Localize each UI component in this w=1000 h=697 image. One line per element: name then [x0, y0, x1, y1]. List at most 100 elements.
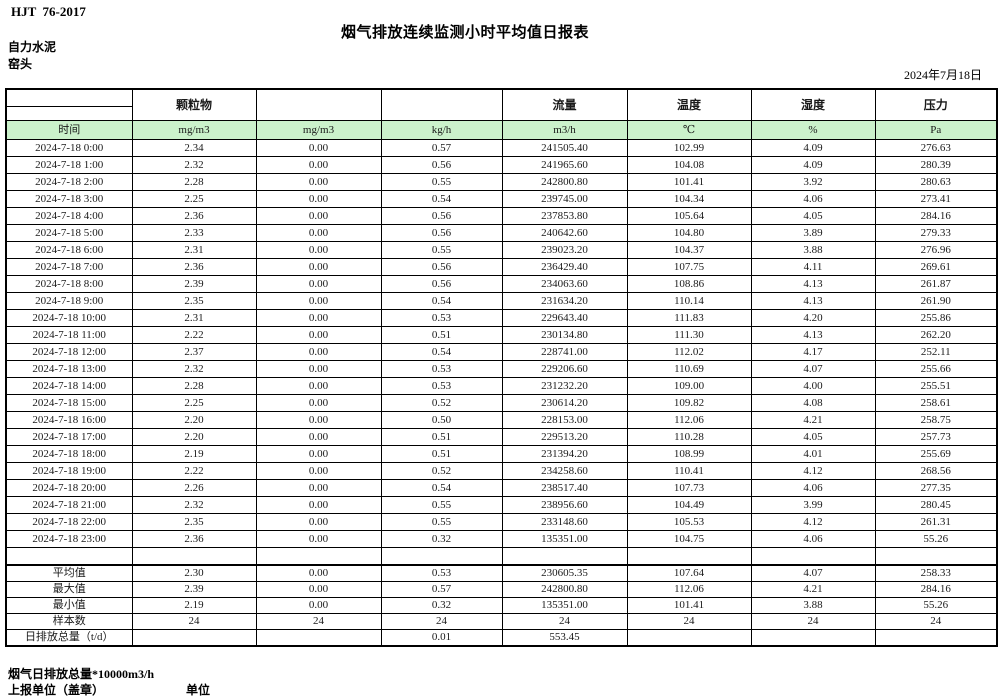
value-cell: 0.00: [255, 326, 382, 344]
data-row: 2024-7-18 0:00 2.34 0.00 0.57 241505.40 102.9…: [5, 139, 998, 157]
value-cell: 276.96: [874, 241, 998, 259]
time-cell: 2024-7-18 4:00: [5, 207, 133, 225]
value-cell: 2.22: [131, 326, 257, 344]
value-cell: 110.28: [626, 428, 752, 446]
value-cell: 0.00: [255, 462, 382, 480]
value-cell: 55.26: [874, 530, 998, 548]
value-cell: 2.36: [131, 207, 257, 225]
value-cell: [131, 547, 257, 566]
value-cell: 4.06: [750, 190, 876, 208]
value-cell: 111.30: [626, 326, 752, 344]
time-cell: 2024-7-18 14:00: [5, 377, 133, 395]
data-row: 2024-7-18 12:00 2.37 0.00 0.54 228741.00 112.…: [5, 343, 998, 361]
value-cell: 0.53: [380, 360, 503, 378]
value-cell: 0.53: [380, 309, 503, 327]
value-cell: 4.05: [750, 207, 876, 225]
value-cell: 241505.40: [501, 139, 628, 157]
value-cell: 231232.20: [501, 377, 628, 395]
time-cell: 2024-7-18 9:00: [5, 292, 133, 310]
value-cell: 105.53: [626, 513, 752, 531]
header-blank-2: [380, 88, 503, 121]
time-cell: 2024-7-18 23:00: [5, 530, 133, 548]
value-cell: 3.92: [750, 173, 876, 191]
value-cell: 257.73: [874, 428, 998, 446]
data-row: 2024-7-18 10:00 2.31 0.00 0.53 229643.40 111.…: [5, 309, 998, 327]
summary-label-cell: 最大值: [5, 581, 133, 598]
value-cell: 255.86: [874, 309, 998, 327]
value-cell: 0.00: [255, 479, 382, 497]
value-cell: [626, 547, 752, 566]
value-cell: 108.86: [626, 275, 752, 293]
value-cell: 239023.20: [501, 241, 628, 259]
value-cell: 242800.80: [501, 581, 628, 598]
time-cell: 2024-7-18 2:00: [5, 173, 133, 191]
value-cell: 0.00: [255, 377, 382, 395]
value-cell: 110.41: [626, 462, 752, 480]
data-row: 2024-7-18 3:00 2.25 0.00 0.54 239745.00 104.3…: [5, 190, 998, 208]
value-cell: 236429.40: [501, 258, 628, 276]
header-humidity: 湿度: [750, 88, 876, 121]
value-cell: 4.12: [750, 513, 876, 531]
time-cell: 2024-7-18 20:00: [5, 479, 133, 497]
time-cell: 2024-7-18 11:00: [5, 326, 133, 344]
value-cell: 239745.00: [501, 190, 628, 208]
value-cell: 269.61: [874, 258, 998, 276]
data-row: 2024-7-18 11:00 2.22 0.00 0.51 230134.80 111.…: [5, 326, 998, 344]
value-cell: 105.64: [626, 207, 752, 225]
value-cell: 230614.20: [501, 394, 628, 412]
data-row: 2024-7-18 15:00 2.25 0.00 0.52 230614.20 109.…: [5, 394, 998, 412]
value-cell: 0.00: [255, 597, 382, 614]
value-cell: 234258.60: [501, 462, 628, 480]
unit-celsius: ℃: [626, 120, 752, 140]
value-cell: 55.26: [874, 597, 998, 614]
value-cell: 0.00: [255, 394, 382, 412]
value-cell: 0.51: [380, 445, 503, 463]
time-cell: 2024-7-18 16:00: [5, 411, 133, 429]
value-cell: 102.99: [626, 139, 752, 157]
value-cell: 2.31: [131, 309, 257, 327]
header-temperature: 温度: [626, 88, 752, 121]
value-cell: 0.53: [380, 377, 503, 395]
value-cell: 0.00: [255, 258, 382, 276]
value-cell: 273.41: [874, 190, 998, 208]
header-pressure: 压力: [874, 88, 998, 121]
value-cell: 4.21: [750, 411, 876, 429]
value-cell: 0.57: [380, 581, 503, 598]
value-cell: 0.00: [255, 224, 382, 242]
time-cell: 2024-7-18 0:00: [5, 139, 133, 157]
value-cell: 4.06: [750, 530, 876, 548]
time-cell: 2024-7-18 15:00: [5, 394, 133, 412]
value-cell: 0.32: [380, 597, 503, 614]
value-cell: 0.56: [380, 207, 503, 225]
value-cell: 112.02: [626, 343, 752, 361]
value-cell: 2.32: [131, 360, 257, 378]
value-cell: [501, 547, 628, 566]
value-cell: 110.69: [626, 360, 752, 378]
data-row: 2024-7-18 13:00 2.32 0.00 0.53 229206.60 110.…: [5, 360, 998, 378]
value-cell: 2.37: [131, 343, 257, 361]
value-cell: 280.45: [874, 496, 998, 514]
value-cell: 0.56: [380, 258, 503, 276]
value-cell: 4.13: [750, 275, 876, 293]
value-cell: 258.33: [874, 564, 998, 582]
time-cell: 2024-7-18 3:00: [5, 190, 133, 208]
value-cell: 24: [255, 613, 382, 630]
value-cell: 104.75: [626, 530, 752, 548]
value-cell: 0.00: [255, 275, 382, 293]
standard-code: HJT 76-2017: [11, 4, 86, 19]
value-cell: 2.28: [131, 377, 257, 395]
value-cell: 0.00: [255, 411, 382, 429]
enterprise-name: 自力水泥: [8, 40, 57, 54]
time-cell: 2024-7-18 13:00: [5, 360, 133, 378]
value-cell: 2.19: [131, 445, 257, 463]
value-cell: [750, 547, 876, 566]
value-cell: 229643.40: [501, 309, 628, 327]
value-cell: 24: [750, 613, 876, 630]
time-cell: 2024-7-18 18:00: [5, 445, 133, 463]
value-cell: 0.52: [380, 394, 503, 412]
value-cell: [874, 547, 998, 566]
table-body: 2024-7-18 0:00 2.34 0.00 0.57 241505.40 102.9…: [5, 139, 998, 647]
value-cell: 0.55: [380, 241, 503, 259]
value-cell: 0.53: [380, 564, 503, 582]
value-cell: 107.64: [626, 564, 752, 582]
